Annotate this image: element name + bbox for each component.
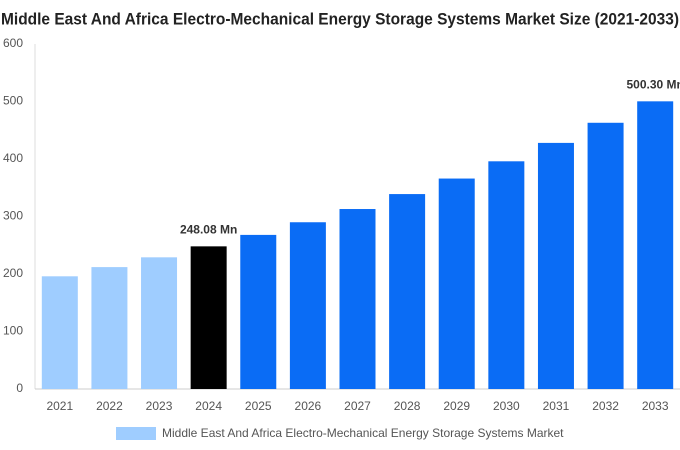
- x-tick-label: 2031: [543, 399, 570, 413]
- y-tick-label: 600: [3, 36, 23, 50]
- x-tick-label: 2029: [443, 399, 470, 413]
- bar: [438, 178, 475, 389]
- bar: [488, 161, 525, 389]
- bar: [190, 246, 227, 389]
- y-tick-label: 400: [3, 151, 23, 165]
- legend-label: Middle East And Africa Electro-Mechanica…: [162, 426, 564, 440]
- bar: [339, 209, 376, 389]
- bar: [587, 122, 624, 390]
- bar: [141, 257, 178, 389]
- bar: [389, 194, 426, 389]
- chart-title: Middle East And Africa Electro-Mechanica…: [1, 10, 679, 28]
- legend-swatch: [116, 427, 156, 440]
- y-tick-label: 300: [3, 209, 23, 223]
- y-tick-label: 500: [3, 94, 23, 108]
- x-tick-label: 2021: [46, 399, 73, 413]
- bar: [537, 142, 574, 389]
- x-tick-label: 2022: [96, 399, 123, 413]
- value-label: 248.08 Mn: [180, 223, 237, 237]
- x-tick-label: 2032: [592, 399, 619, 413]
- x-tick-label: 2024: [195, 399, 222, 413]
- bar: [240, 234, 277, 389]
- x-tick-label: 2025: [245, 399, 272, 413]
- value-label: 500.30 Mn: [627, 77, 680, 91]
- bar: [91, 267, 128, 389]
- bar: [41, 276, 78, 389]
- x-tick-label: 2028: [394, 399, 421, 413]
- y-tick-label: 0: [16, 381, 23, 395]
- bar: [289, 222, 326, 389]
- x-tick-label: 2030: [493, 399, 520, 413]
- bar: [637, 101, 674, 389]
- y-tick-label: 200: [3, 266, 23, 280]
- y-tick-label: 100: [3, 324, 23, 338]
- x-tick-label: 2026: [295, 399, 322, 413]
- x-tick-label: 2027: [344, 399, 371, 413]
- x-tick-label: 2033: [642, 399, 669, 413]
- x-tick-label: 2023: [146, 399, 173, 413]
